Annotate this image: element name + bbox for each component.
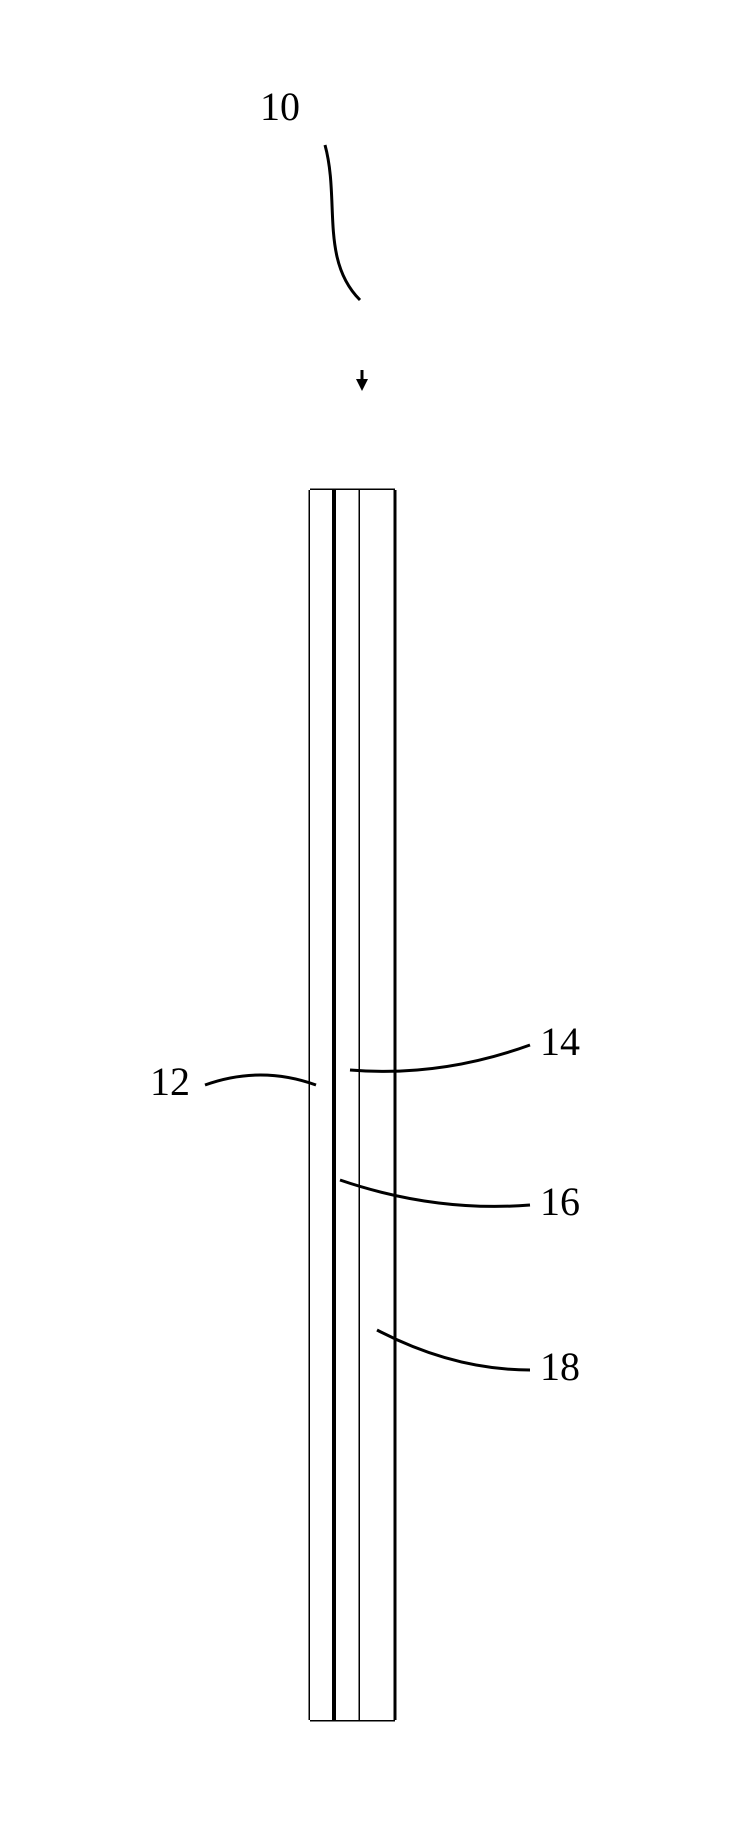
leader-18 bbox=[377, 1330, 530, 1370]
diagram-svg: 10 12 14 16 18 bbox=[0, 0, 739, 1834]
leader-12 bbox=[205, 1075, 316, 1085]
label-12: 12 bbox=[150, 1059, 190, 1104]
label-10: 10 bbox=[260, 84, 300, 129]
label-16: 16 bbox=[540, 1179, 580, 1224]
label-18: 18 bbox=[540, 1344, 580, 1389]
diagram-canvas: 10 12 14 16 18 bbox=[0, 0, 739, 1834]
arrow-10-curve bbox=[325, 145, 360, 300]
label-14: 14 bbox=[540, 1019, 580, 1064]
